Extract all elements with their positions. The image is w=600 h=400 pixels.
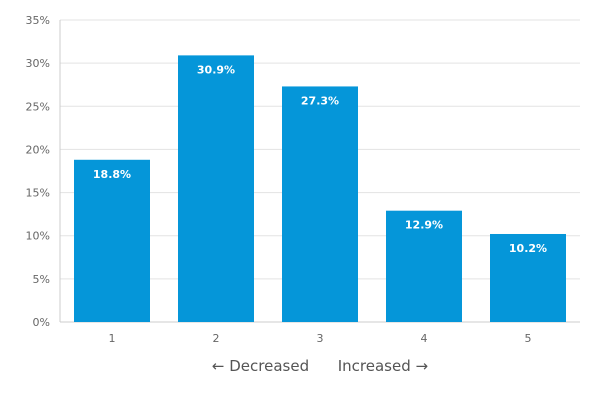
y-tick-label: 0% — [33, 316, 50, 329]
bar-value-label: 18.8% — [93, 168, 131, 181]
bar-1 — [74, 159, 150, 322]
y-tick-label: 20% — [26, 143, 50, 156]
y-tick-label: 35% — [26, 14, 50, 27]
x-tick-label: 4 — [421, 332, 428, 345]
bar-value-label: 10.2% — [509, 242, 547, 255]
x-axis-title: ← Decreased Increased → — [212, 357, 428, 375]
bar-value-label: 27.3% — [301, 94, 339, 107]
x-tick-label: 1 — [109, 332, 116, 345]
bar-3 — [282, 86, 358, 322]
x-tick-label: 3 — [317, 332, 324, 345]
bar-5 — [490, 233, 566, 322]
x-tick-label: 2 — [213, 332, 220, 345]
bars: 18.8% 30.9% 27.3% 12.9% 10.2% — [74, 55, 566, 323]
y-tick-label: 25% — [26, 100, 50, 113]
bar-value-label: 12.9% — [405, 219, 443, 232]
y-tick-label: 15% — [26, 187, 50, 200]
y-axis-ticks: 0% 5% 10% 15% 20% 25% 30% 35% — [26, 14, 50, 329]
y-tick-label: 10% — [26, 230, 50, 243]
y-tick-label: 30% — [26, 57, 50, 70]
y-tick-label: 5% — [33, 273, 50, 286]
bar-2 — [178, 55, 254, 323]
bar-4 — [386, 210, 462, 322]
x-axis-ticks: 1 2 3 4 5 — [109, 332, 532, 345]
x-tick-label: 5 — [525, 332, 532, 345]
bar-value-label: 30.9% — [197, 63, 235, 76]
